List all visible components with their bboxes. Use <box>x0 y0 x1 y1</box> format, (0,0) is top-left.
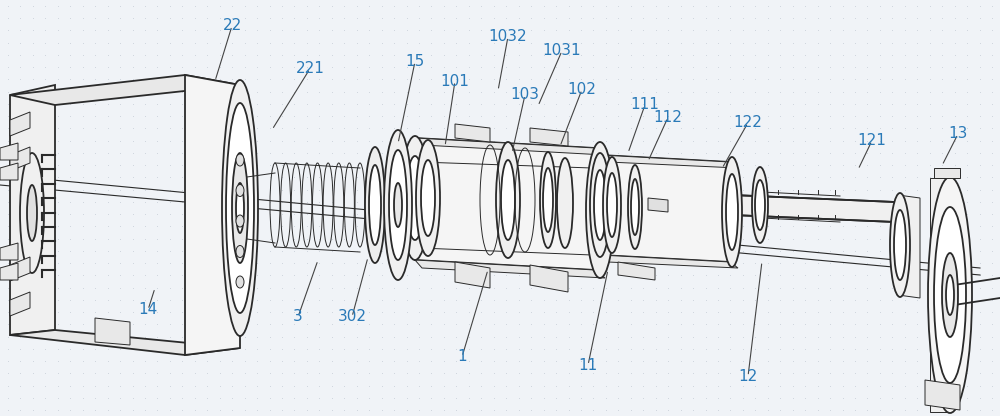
Polygon shape <box>455 262 490 288</box>
Text: 103: 103 <box>511 87 540 102</box>
Ellipse shape <box>236 183 244 233</box>
Polygon shape <box>95 318 130 345</box>
Ellipse shape <box>421 160 435 236</box>
Ellipse shape <box>928 177 972 413</box>
Polygon shape <box>618 262 655 280</box>
Ellipse shape <box>236 276 244 288</box>
Ellipse shape <box>394 183 402 227</box>
Polygon shape <box>934 168 960 178</box>
Ellipse shape <box>401 136 429 260</box>
Ellipse shape <box>631 179 639 235</box>
Ellipse shape <box>890 193 910 297</box>
Polygon shape <box>10 330 240 355</box>
Polygon shape <box>185 75 240 355</box>
Ellipse shape <box>389 150 407 260</box>
Ellipse shape <box>752 167 768 243</box>
Polygon shape <box>600 255 738 268</box>
Polygon shape <box>10 292 30 316</box>
Polygon shape <box>10 147 30 171</box>
Text: 221: 221 <box>296 61 324 76</box>
Polygon shape <box>925 380 960 410</box>
Polygon shape <box>732 195 895 222</box>
Ellipse shape <box>557 158 573 248</box>
Ellipse shape <box>586 142 614 278</box>
Text: 302: 302 <box>338 310 366 324</box>
Ellipse shape <box>236 154 244 166</box>
Ellipse shape <box>592 165 608 255</box>
Polygon shape <box>415 260 605 278</box>
Polygon shape <box>10 75 240 105</box>
Text: 1032: 1032 <box>489 29 527 44</box>
Ellipse shape <box>607 173 617 237</box>
Polygon shape <box>0 263 18 280</box>
Ellipse shape <box>543 168 553 232</box>
Polygon shape <box>0 163 18 180</box>
Polygon shape <box>455 124 490 142</box>
Ellipse shape <box>594 170 606 240</box>
Ellipse shape <box>726 174 738 250</box>
Text: 122: 122 <box>734 115 762 130</box>
Ellipse shape <box>236 215 244 227</box>
Text: 1: 1 <box>457 349 467 364</box>
Polygon shape <box>600 155 738 168</box>
Ellipse shape <box>501 160 515 240</box>
Text: 1031: 1031 <box>543 43 581 58</box>
Ellipse shape <box>540 152 556 248</box>
Ellipse shape <box>628 165 642 249</box>
Text: 111: 111 <box>631 97 659 112</box>
Ellipse shape <box>603 157 621 253</box>
Text: 3: 3 <box>293 310 303 324</box>
Ellipse shape <box>369 165 381 245</box>
Polygon shape <box>0 243 18 260</box>
Ellipse shape <box>226 103 254 313</box>
Ellipse shape <box>236 245 244 258</box>
Polygon shape <box>10 112 30 136</box>
Polygon shape <box>530 265 568 292</box>
Polygon shape <box>898 195 920 298</box>
Ellipse shape <box>406 156 424 240</box>
Ellipse shape <box>384 130 412 280</box>
Text: 101: 101 <box>441 74 469 89</box>
Text: 22: 22 <box>222 18 242 33</box>
Ellipse shape <box>416 140 440 256</box>
Ellipse shape <box>934 207 966 383</box>
Polygon shape <box>10 85 55 335</box>
Ellipse shape <box>222 80 258 336</box>
Ellipse shape <box>942 253 958 337</box>
Polygon shape <box>930 178 950 412</box>
Text: 102: 102 <box>568 82 596 97</box>
Text: 11: 11 <box>578 358 598 373</box>
Polygon shape <box>530 128 568 146</box>
Ellipse shape <box>365 147 385 263</box>
Ellipse shape <box>894 210 906 280</box>
Ellipse shape <box>27 185 37 241</box>
Polygon shape <box>415 138 595 270</box>
Text: 15: 15 <box>405 54 425 69</box>
Ellipse shape <box>946 275 954 315</box>
Text: 121: 121 <box>858 133 886 148</box>
Ellipse shape <box>590 153 610 257</box>
Ellipse shape <box>722 157 742 267</box>
Text: 13: 13 <box>948 126 968 141</box>
Ellipse shape <box>496 142 520 258</box>
Polygon shape <box>600 155 730 262</box>
Ellipse shape <box>232 153 248 263</box>
Text: 12: 12 <box>738 369 758 384</box>
Polygon shape <box>415 138 605 155</box>
Polygon shape <box>0 143 18 160</box>
Ellipse shape <box>755 180 765 230</box>
Ellipse shape <box>236 185 244 196</box>
Text: 112: 112 <box>654 110 682 125</box>
Polygon shape <box>648 198 668 212</box>
Text: 14: 14 <box>138 302 158 317</box>
Polygon shape <box>10 257 30 281</box>
